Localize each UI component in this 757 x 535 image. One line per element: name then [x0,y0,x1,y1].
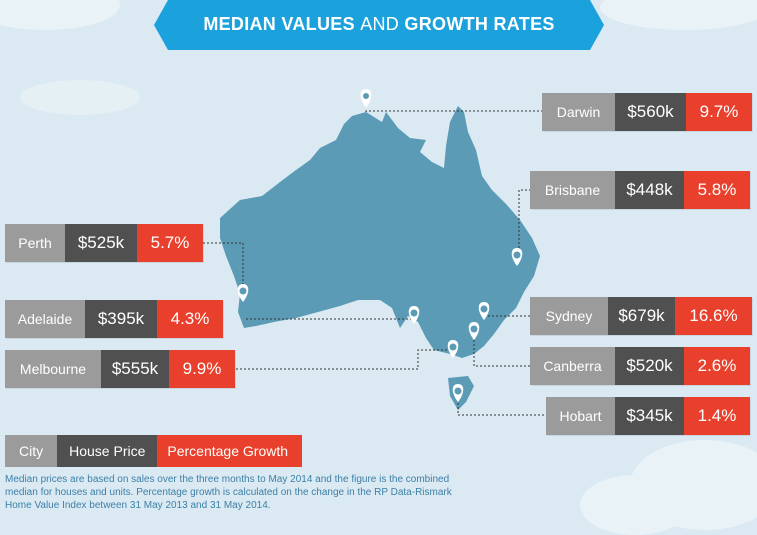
map-pins [237,88,523,402]
city-label-melbourne: Melbourne $555k 9.9% [5,350,235,388]
city-label-hobart: Hobart $345k 1.4% [546,397,750,435]
growth-rate: 5.8% [684,171,750,209]
city-name: Brisbane [530,171,615,209]
house-price: $345k [615,397,684,435]
map-pin-icon [468,322,480,340]
city-name: Perth [5,224,65,262]
map-pin-icon [452,384,464,402]
growth-rate: 9.7% [686,93,752,131]
connector-perth [203,242,244,290]
house-price: $679k [608,297,675,335]
map-pin-icon [237,284,249,302]
city-label-darwin: Darwin $560k 9.7% [542,93,752,131]
growth-rate: 5.7% [137,224,203,262]
map-pin-icon [478,302,490,320]
footnote-line-2: median for houses and units. Percentage … [5,487,452,498]
city-name: Melbourne [5,350,101,388]
connector-hobart [457,395,546,416]
australia-map [203,88,546,416]
city-name: Darwin [542,93,615,131]
title-part-2: AND [360,14,400,34]
city-name: Canberra [530,347,615,385]
growth-rate: 16.6% [675,297,752,335]
growth-rate: 9.9% [169,350,235,388]
australia-mainland [220,106,540,358]
map-pin-icon [408,306,420,324]
legend-growth: Percentage Growth [157,435,303,467]
connector-darwin [365,110,542,112]
city-name: Hobart [546,397,615,435]
title-banner: MEDIAN VALUES AND GROWTH RATES [154,0,604,50]
map-pin-icon [360,88,372,108]
connector-brisbane [518,189,530,252]
growth-rate: 2.6% [684,347,750,385]
footnote-line-3: Home Value Index between 31 May 2013 and… [5,500,271,511]
house-price: $395k [85,300,157,338]
cloud-decoration [20,80,140,115]
footnote-line-1: Median prices are based on sales over th… [5,474,450,485]
city-label-sydney: Sydney $679k 16.6% [530,297,752,335]
house-price: $525k [65,224,137,262]
growth-rate: 4.3% [157,300,223,338]
legend-city: City [5,435,58,467]
house-price: $448k [615,171,684,209]
connector-canberra [473,336,530,367]
city-label-perth: Perth $525k 5.7% [5,224,203,262]
city-name: Sydney [530,297,608,335]
city-name: Adelaide [5,300,85,338]
house-price: $560k [615,93,686,131]
house-price: $555k [101,350,169,388]
connector-melbourne [236,349,453,370]
city-label-brisbane: Brisbane $448k 5.8% [530,171,750,209]
footnote: Median prices are based on sales over th… [5,473,525,512]
title-part-1: MEDIAN VALUES [203,14,355,34]
map-pin-icon [447,340,459,358]
legend-price: House Price [57,435,158,467]
city-label-canberra: Canberra $520k 2.6% [530,347,750,385]
map-pin-icon [511,248,523,266]
house-price: $520k [615,347,684,385]
legend: City House Price Percentage Growth [5,435,303,467]
title-part-3: GROWTH RATES [404,14,555,34]
page-title: MEDIAN VALUES AND GROWTH RATES [168,14,590,35]
city-label-adelaide: Adelaide $395k 4.3% [5,300,223,338]
growth-rate: 1.4% [684,397,750,435]
